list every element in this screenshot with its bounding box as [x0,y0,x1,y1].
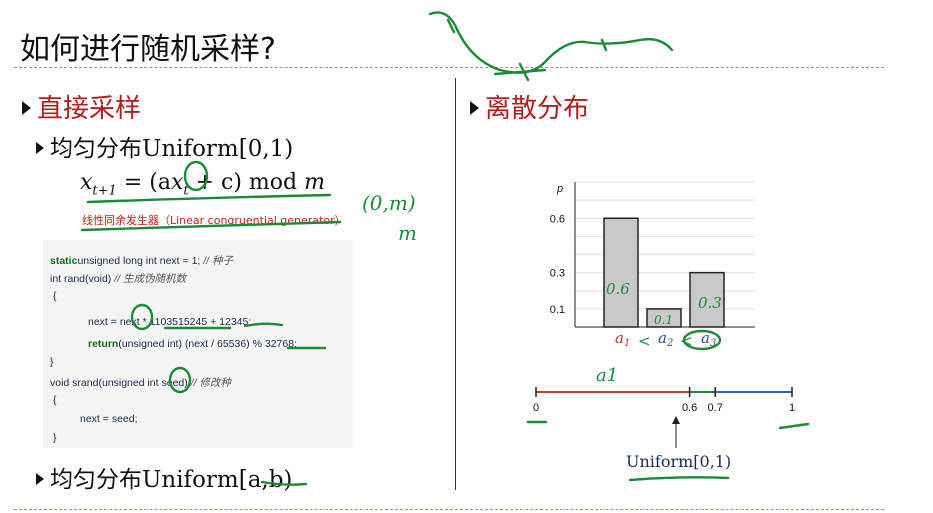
code-line: void srand(unsigned int seed) // 修改种 [50,375,231,390]
bullet-icon [36,142,44,154]
ink-lt-1: < [638,332,651,350]
uniform-01-item: 均匀分布Uniform[0,1) [36,129,293,163]
x-tick-label: a2 [658,329,673,349]
discrete-bar-chart: p 0.1 0.3 0.6 a1 a2 a3 [550,181,755,349]
ink-lt-2: < [680,332,693,350]
page-title: 如何进行随机采样? [20,32,276,67]
column-divider [455,78,456,490]
bullet-icon [470,101,479,115]
uniform-caption: Uniform[0,1) [626,452,732,471]
x-tick-label: a1 [615,329,630,349]
code-block [43,240,353,448]
ink-underline-note [80,220,342,232]
ink-circle-next [130,303,154,331]
ink-circle-seed [168,366,192,394]
bar-note-3: 0.3 [698,294,722,312]
formula-lhs-sub: t+1 [92,183,117,199]
title-divider [14,67,884,68]
ink-tick-3 [600,38,608,52]
code-text: } [53,432,57,444]
y-tick-label: 0.3 [550,268,565,280]
ink-squiggle [428,11,674,74]
formula-rest: + c) mod [188,170,305,195]
note-a1: a1 [596,365,618,386]
code-keyword: return [88,338,119,350]
code-text: int rand(void) [50,273,115,285]
bar-note-2: 0.1 [654,313,673,327]
lcg-formula: xt+1 = (axt + c) mod m [80,170,325,198]
bar-a3 [689,271,725,328]
ink-mark-right [778,422,810,430]
code-line: next = seed; [80,413,138,425]
heading-discrete-text: 离散分布 [485,94,590,124]
formula-lhs: x [80,170,93,195]
code-text: } [50,356,54,368]
number-tick-label: 0.7 [708,402,723,414]
code-text: void srand(unsigned int seed) [50,377,191,389]
code-line: } [50,356,54,368]
note-0m: (0,m) [362,191,416,215]
uniform-ab-text: 均匀分布Uniform[a,b) [50,467,293,493]
bottom-divider [14,509,884,510]
code-text: unsigned long int next = 1; [77,255,204,267]
code-comment: // 生成伪随机数 [114,273,186,285]
formula-x: x [170,170,184,195]
handwriting-ink [80,11,810,486]
code-comment: // 修改种 [190,377,231,389]
bullet-icon [22,101,31,115]
code-line: } [53,432,57,444]
uniform-01-text: 均匀分布Uniform[0,1) [50,136,294,162]
code-line: { [53,394,57,406]
formula-eq: = (a [116,170,171,195]
number-tick-label: 0.6 [682,402,697,414]
y-axis-label: p [556,183,563,195]
code-line: { [53,290,57,302]
code-text: { [53,394,57,406]
handwritten-text: (0,m) m 0.6 0.1 0.3 a1 < < [362,191,722,386]
y-tick-label: 0.1 [550,304,565,316]
x-tick-label: a3 [701,329,716,349]
bullet-icon [36,473,44,485]
ink-underline-ab [260,480,308,486]
ink-circle-a3 [682,329,722,351]
bar-a2 [646,308,682,328]
ink-underline-caption [628,476,730,482]
y-tick-label: 0.6 [550,213,565,225]
bar-note-1: 0.6 [606,280,630,298]
ink-underline-formula [86,193,332,204]
code-text: next = seed; [80,413,138,425]
ink-dash [493,68,547,76]
code-keyword: static [50,255,78,267]
ink-underline-add [243,322,284,328]
code-line: int rand(void) // 生成伪随机数 [50,271,186,286]
note-m: m [398,221,417,245]
ink-circle-x [183,160,209,192]
uniform-number-line: 0 0.6 0.7 1 [533,387,795,448]
pointer-arrow-head [672,416,680,424]
heading-direct-sampling-text: 直接采样 [37,94,142,124]
heading-discrete: 离散分布 [470,88,589,125]
code-text: { [53,290,57,302]
code-line: staticunsigned long int next = 1; // 种子 [50,253,233,268]
code-comment: // 种子 [203,255,234,267]
heading-direct-sampling: 直接采样 [22,88,141,125]
number-tick-label: 1 [789,402,795,414]
formula-m: m [304,170,325,195]
bar-a1 [603,217,639,328]
ink-tick-1 [446,18,456,34]
uniform-ab-item: 均匀分布Uniform[a,b) [36,460,292,494]
number-tick-label: 0 [533,402,539,414]
formula-x-sub: t [183,183,189,199]
